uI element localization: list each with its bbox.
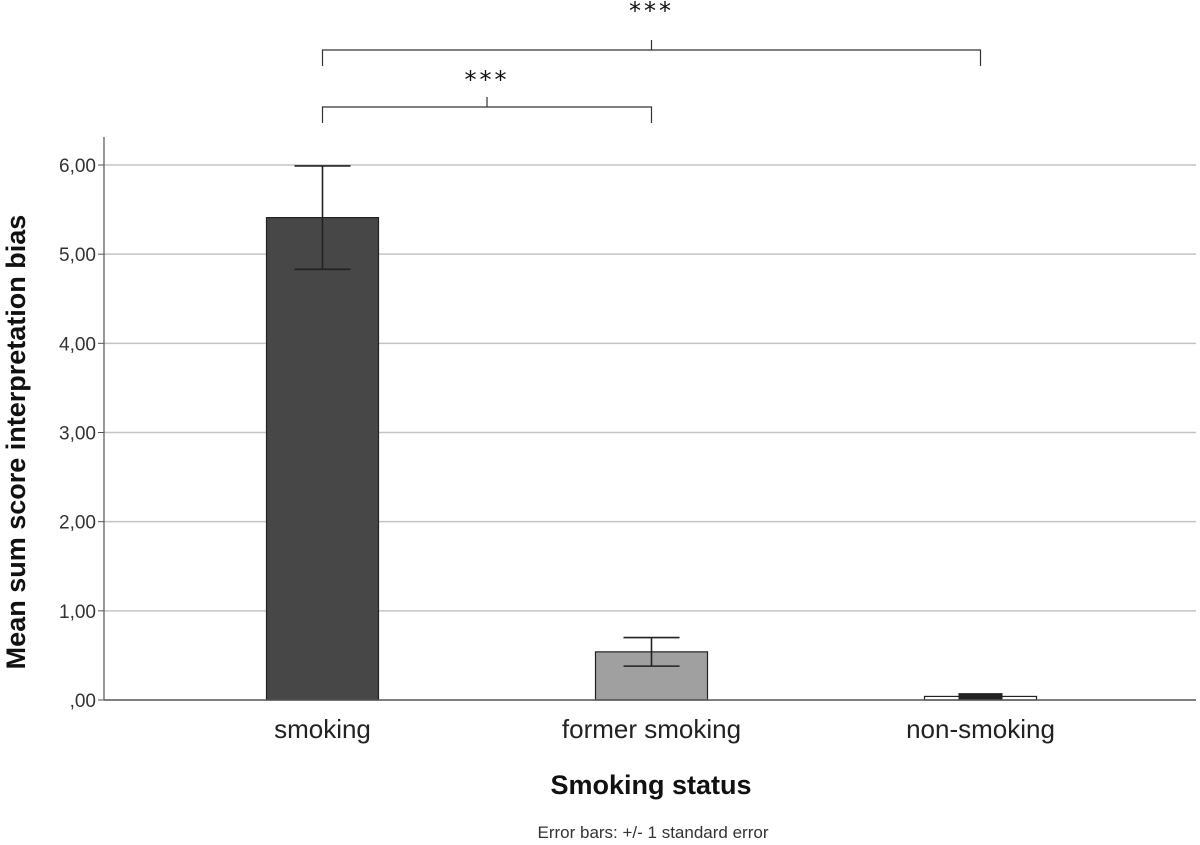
x-axis: smoking former smoking non-smoking — [104, 699, 1196, 744]
significance-brackets: *** *** — [321, 0, 982, 123]
significance-label: *** — [465, 66, 510, 94]
error-bar-note: Error bars: +/- 1 standard error — [537, 823, 768, 842]
y-tick-label: 6,00 — [59, 156, 96, 177]
y-tick-label: 1,00 — [59, 602, 96, 623]
x-tick-label: non-smoking — [906, 714, 1055, 744]
x-tick-label: former smoking — [562, 714, 741, 744]
y-tick-label: 2,00 — [59, 513, 96, 534]
x-tick-label: smoking — [274, 714, 371, 744]
significance-label: *** — [629, 0, 674, 25]
y-axis-title: Mean sum score interpretation bias — [1, 215, 31, 670]
bars — [265, 217, 1038, 701]
y-tick-label: 4,00 — [59, 334, 96, 355]
significance-bracket: *** — [321, 0, 982, 66]
y-tick-label: 5,00 — [59, 245, 96, 266]
bar-smoking — [265, 217, 380, 701]
significance-bracket: *** — [321, 66, 653, 123]
y-tick-label: ,00 — [70, 691, 96, 712]
x-axis-title: Smoking status — [550, 770, 751, 800]
bracket-line — [321, 49, 982, 66]
y-tick-label: 3,00 — [59, 424, 96, 445]
bracket-line — [321, 106, 653, 123]
error-bars — [294, 165, 1003, 700]
y-axis: ,00 1,00 2,00 3,00 4,00 5,00 6,00 — [59, 137, 105, 712]
